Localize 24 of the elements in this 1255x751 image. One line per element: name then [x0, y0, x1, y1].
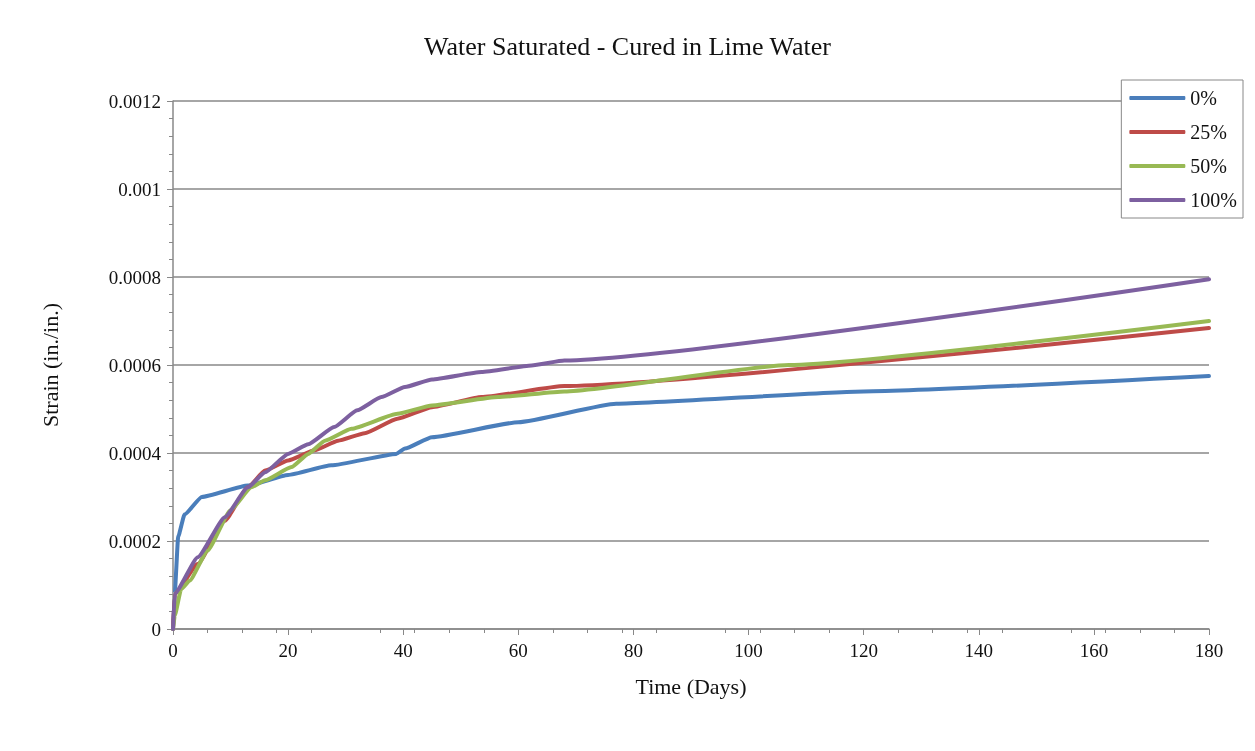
x-tick-label: 0 — [168, 640, 178, 661]
y-tick-label: 0.0002 — [108, 530, 161, 552]
x-tick-label: 100 — [734, 640, 763, 661]
y-tick-label: 0.0004 — [108, 442, 162, 464]
legend-label: 100% — [1190, 189, 1238, 211]
y-tick-label: 0.0006 — [108, 354, 161, 376]
legend-label: 0% — [1190, 87, 1218, 109]
legend-label: 50% — [1190, 155, 1228, 177]
x-tick-label: 140 — [964, 640, 994, 661]
x-tick-label: 20 — [278, 640, 298, 661]
x-axis-title: Time (Days) — [635, 673, 747, 699]
legend-label: 25% — [1190, 121, 1228, 143]
x-tick-label: 40 — [393, 640, 413, 661]
chart-title: Water Saturated - Cured in Lime Water — [424, 31, 832, 61]
x-tick-label: 60 — [508, 640, 528, 661]
y-tick-label: 0.001 — [118, 178, 161, 200]
y-axis-title: Strain (in./in.) — [37, 302, 63, 428]
x-tick-label: 160 — [1079, 640, 1109, 661]
y-tick-label: 0.0012 — [108, 90, 161, 112]
x-tick-label: 120 — [849, 640, 878, 661]
x-tick-label: 180 — [1194, 640, 1224, 661]
y-tick-label: 0.0008 — [108, 266, 161, 288]
x-tick-label: 80 — [623, 640, 643, 661]
y-tick-label: 0 — [151, 618, 161, 640]
